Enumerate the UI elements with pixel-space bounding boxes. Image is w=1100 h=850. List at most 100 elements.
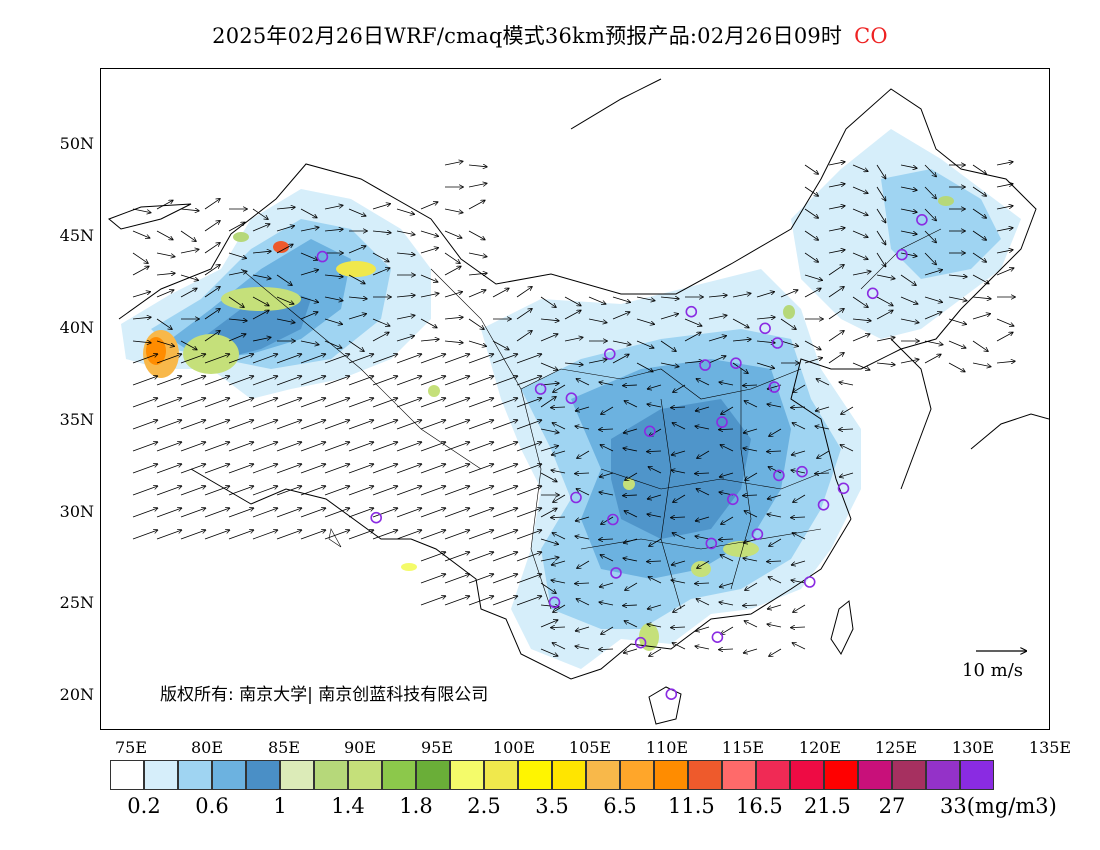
- wind-vector: [324, 530, 349, 540]
- wind-vector: [612, 296, 630, 302]
- wind-vector: [228, 530, 253, 540]
- wind-vector: [636, 318, 654, 324]
- wind-vector: [324, 340, 342, 348]
- wind-vector: [551, 627, 566, 628]
- wind-vector: [660, 314, 678, 320]
- wind-vector: [948, 318, 966, 324]
- wind-vector: [769, 428, 782, 436]
- wind-vector: [600, 582, 614, 587]
- wind-vector: [132, 208, 151, 213]
- wind-vector: [324, 398, 349, 408]
- wind-vector: [444, 317, 463, 319]
- hotspot-central-1: [639, 623, 659, 651]
- wind-vector: [468, 200, 485, 210]
- wind-vector: [972, 208, 986, 218]
- wind-vector: [697, 450, 710, 458]
- wind-vector: [576, 379, 590, 386]
- wind-vector: [791, 407, 806, 408]
- legend-label: 1.4: [331, 794, 365, 818]
- wind-vector: [575, 646, 590, 650]
- wind-vector: [721, 406, 734, 414]
- wind-vector: [420, 420, 445, 430]
- station-marker: [726, 493, 739, 506]
- wind-vector: [276, 508, 301, 518]
- lon-label-85e: 85E: [267, 738, 301, 757]
- wind-vector: [972, 186, 986, 196]
- wind-vector: [132, 252, 148, 263]
- wind-vector: [720, 555, 734, 562]
- wind-vector: [348, 442, 373, 452]
- wind-vector: [671, 627, 686, 628]
- wind-vector: [553, 494, 566, 502]
- lat-label-25n: 25N: [59, 593, 94, 612]
- wind-vector: [793, 384, 806, 392]
- legend-label: 21.5: [804, 794, 851, 818]
- lat-label-40n: 40N: [59, 318, 94, 337]
- wind-vector: [841, 406, 854, 414]
- wind-vector: [468, 340, 486, 346]
- wind-vector: [228, 252, 246, 258]
- wind-vector: [324, 464, 349, 474]
- wind-vector: [420, 376, 445, 386]
- wind-vector: [577, 560, 590, 568]
- wind-vector: [540, 648, 558, 656]
- wind-vector: [839, 382, 854, 386]
- wind-vector: [180, 420, 205, 430]
- wind-vector: [540, 620, 558, 628]
- wind-vector: [876, 310, 893, 320]
- wind-vector: [492, 340, 509, 350]
- russia-coast: [570, 78, 662, 130]
- wind-vector: [204, 221, 220, 232]
- wind-vector: [552, 423, 566, 430]
- wind-vector: [540, 296, 556, 307]
- wind-vector: [636, 340, 654, 348]
- wind-vector: [792, 560, 806, 565]
- wind-vector: [180, 274, 198, 280]
- wind-vector: [564, 337, 583, 342]
- wind-vector: [804, 252, 818, 262]
- wind-vector: [996, 332, 1013, 342]
- wind-vector: [132, 230, 150, 238]
- wind-vector: [252, 530, 277, 540]
- wind-vector: [720, 472, 734, 477]
- wind-vector: [348, 530, 373, 540]
- legend-swatch: [416, 760, 450, 790]
- station-marker: [548, 596, 561, 609]
- wind-vector: [852, 296, 868, 307]
- lon-label-125e: 125E: [874, 738, 918, 757]
- lon-label-105e: 105E: [568, 738, 612, 757]
- wind-vector: [300, 486, 325, 496]
- wind-vector: [743, 495, 758, 496]
- wind-vector: [948, 296, 967, 301]
- station-marker: [751, 528, 764, 541]
- wind-vector: [156, 398, 181, 408]
- wind-vector: [468, 574, 493, 584]
- wind-vector: [204, 287, 220, 298]
- wind-vector: [348, 246, 366, 254]
- wind-vector: [768, 577, 782, 584]
- wind-vector: [180, 249, 199, 254]
- wind-vector: [972, 274, 989, 284]
- wind-vector: [156, 376, 181, 386]
- wind-vector: [180, 398, 205, 408]
- wind-vector: [468, 508, 493, 518]
- wind-vector: [852, 362, 870, 370]
- wind-vector: [372, 420, 397, 430]
- wind-vector: [252, 208, 268, 219]
- wind-vector: [252, 296, 269, 306]
- wind-vector: [276, 530, 301, 540]
- wind-vector: [648, 604, 662, 609]
- wind-vector: [204, 442, 229, 452]
- wind-vector: [720, 445, 734, 452]
- wind-vector: [744, 648, 758, 653]
- wind-vector: [996, 184, 1013, 188]
- forecast-map: [108, 78, 1049, 725]
- wind-vector: [623, 605, 638, 606]
- wind-vector: [372, 464, 397, 474]
- wind-vector: [444, 596, 469, 606]
- wind-vector: [612, 354, 629, 364]
- wind-vector: [624, 621, 638, 628]
- wind-vector: [599, 649, 614, 650]
- wind-vector: [696, 516, 710, 521]
- wind-vector: [132, 486, 157, 496]
